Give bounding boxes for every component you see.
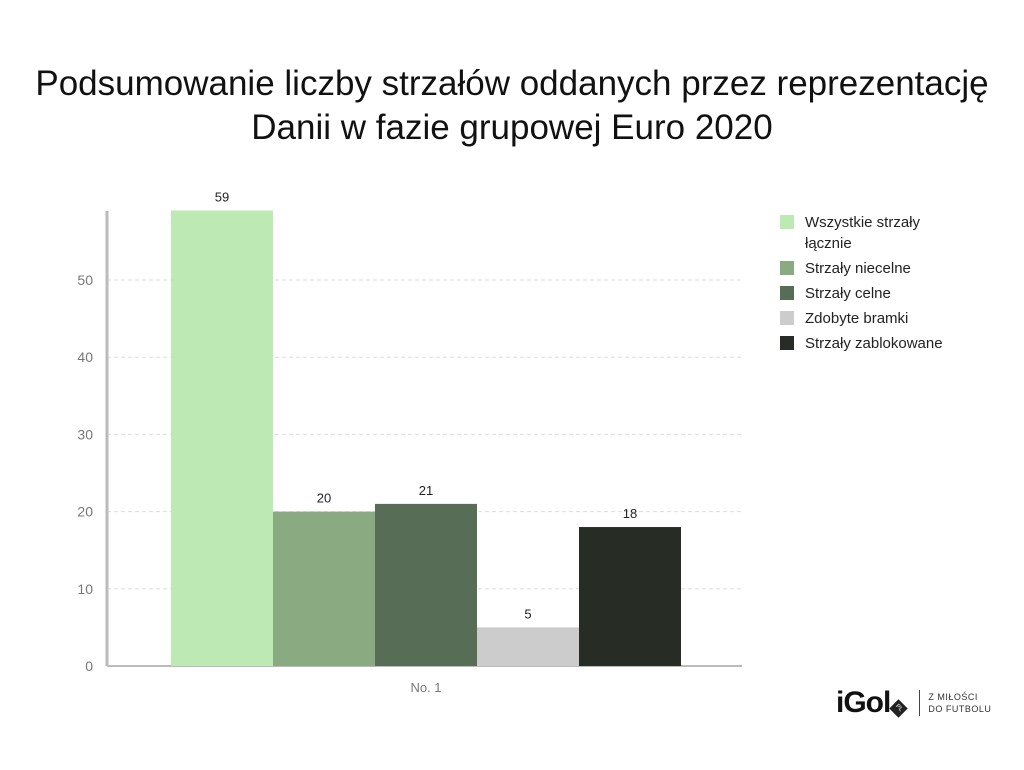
legend-label: Strzały zablokowane	[805, 335, 943, 352]
logo-divider	[919, 690, 921, 716]
bar-3	[477, 627, 579, 666]
legend: Wszystkie strzały łącznie Strzały nieceln…	[780, 212, 980, 358]
y-tick-label: 30	[77, 426, 93, 442]
legend-item[interactable]: Strzały niecelne	[780, 258, 980, 279]
data-label: 20	[317, 491, 331, 506]
data-label: 18	[623, 506, 637, 521]
legend-item[interactable]: Wszystkie strzały łącznie	[780, 212, 980, 254]
legend-swatch	[780, 336, 794, 350]
bar-4	[579, 527, 681, 666]
legend-label: Zdobyte bramki	[805, 310, 909, 327]
x-tick-label: No. 1	[410, 680, 441, 695]
legend-item[interactable]: Strzały celne	[780, 283, 980, 304]
legend-label: Wszystkie strzały łącznie	[805, 214, 921, 252]
bar-0	[171, 210, 273, 666]
y-tick-label: 50	[77, 272, 93, 288]
legend-label: Strzały celne	[805, 285, 891, 302]
logo-tagline: Z MIŁOŚCI DO FUTBOLU	[928, 691, 991, 715]
bar-1	[273, 511, 375, 666]
y-tick-label: 20	[77, 504, 93, 520]
logo-badge: PL	[889, 698, 909, 718]
logo-brand: iGol	[836, 686, 891, 719]
y-tick-label: 0	[85, 658, 93, 674]
data-label: 21	[419, 483, 433, 498]
y-tick-label: 10	[77, 581, 93, 597]
data-label: 5	[524, 606, 531, 621]
y-tick-label: 40	[77, 349, 93, 365]
legend-swatch	[780, 311, 794, 325]
legend-item[interactable]: Strzały zablokowane	[780, 333, 980, 354]
bar-2	[375, 503, 477, 666]
legend-swatch	[780, 286, 794, 300]
igol-logo: iGol PL Z MIŁOŚCI DO FUTBOLU	[836, 686, 991, 720]
tagline-line-2: DO FUTBOLU	[928, 704, 992, 714]
legend-item[interactable]: Zdobyte bramki	[780, 308, 980, 329]
legend-swatch	[780, 215, 794, 229]
chart-title: Podsumowanie liczby strzałów oddanych pr…	[35, 64, 989, 147]
legend-label: Strzały niecelne	[805, 260, 911, 277]
data-label: 59	[215, 190, 229, 205]
legend-swatch	[780, 261, 794, 275]
tagline-line-1: Z MIŁOŚCI	[928, 692, 978, 702]
